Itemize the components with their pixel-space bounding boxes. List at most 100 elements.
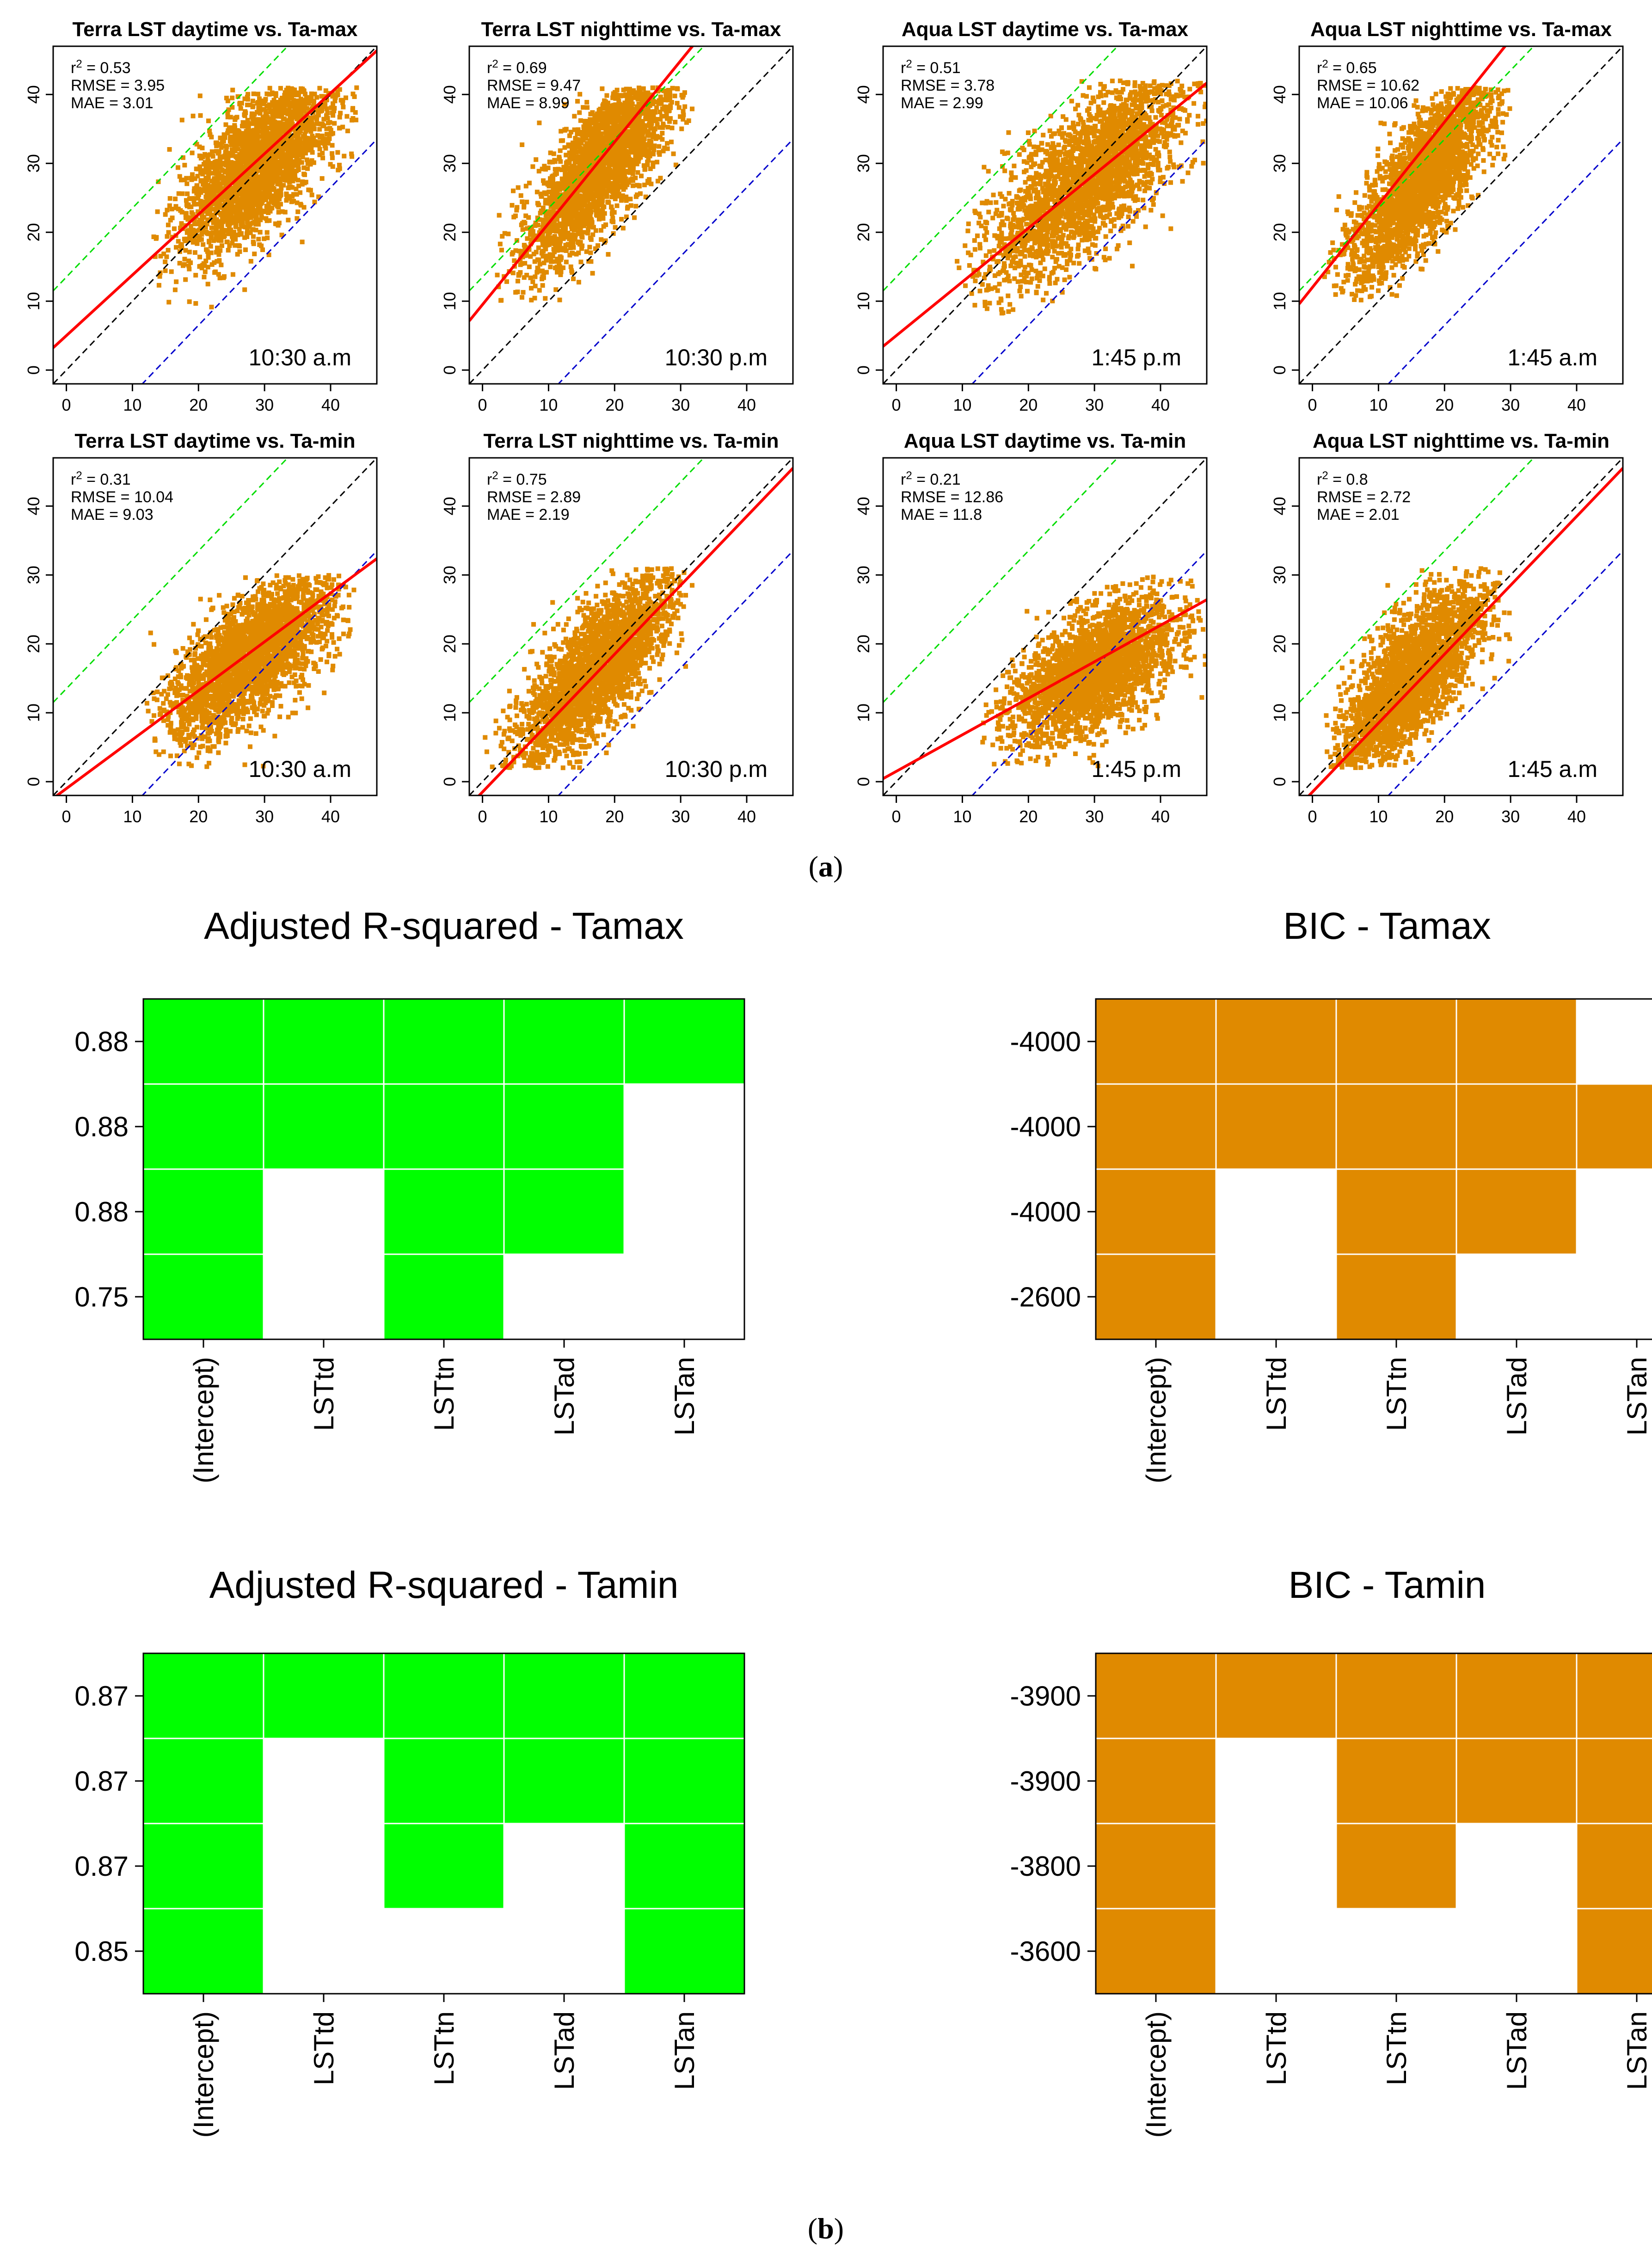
data-point — [540, 233, 545, 238]
data-point — [578, 149, 583, 154]
data-point — [559, 176, 565, 181]
data-point — [252, 128, 257, 133]
data-point — [587, 245, 592, 250]
data-point — [275, 180, 280, 185]
data-point — [602, 167, 607, 173]
data-point — [615, 116, 620, 121]
data-point — [552, 249, 557, 254]
data-point — [606, 252, 611, 257]
data-point — [233, 206, 239, 211]
data-point — [256, 237, 261, 242]
data-point — [243, 247, 248, 253]
data-point — [651, 99, 656, 104]
data-point — [245, 117, 250, 123]
data-point — [303, 151, 308, 156]
data-point — [286, 175, 291, 180]
data-point — [231, 209, 236, 214]
data-point — [569, 202, 574, 207]
data-point — [288, 112, 293, 117]
data-point — [218, 142, 223, 148]
data-point — [262, 107, 267, 112]
data-point — [602, 157, 607, 162]
data-point — [541, 217, 547, 222]
data-point — [214, 205, 219, 210]
x-tick-label: 30 — [255, 395, 274, 414]
data-point — [588, 206, 593, 211]
data-point — [538, 210, 543, 216]
data-point — [305, 136, 310, 141]
data-point — [216, 272, 221, 277]
data-point — [593, 208, 598, 213]
data-point — [238, 106, 243, 111]
data-point — [215, 189, 220, 194]
data-point — [233, 199, 238, 204]
data-point — [228, 228, 233, 233]
data-point — [234, 193, 240, 198]
data-point — [200, 146, 205, 151]
data-point — [638, 88, 643, 93]
data-point — [272, 105, 277, 110]
data-point — [248, 259, 253, 264]
data-point — [621, 141, 626, 146]
data-point — [195, 202, 200, 207]
data-point — [203, 259, 209, 264]
data-point — [675, 86, 680, 92]
data-point — [519, 295, 524, 300]
data-point — [536, 203, 541, 208]
data-point — [236, 218, 241, 223]
data-point — [195, 184, 200, 189]
data-point — [617, 149, 622, 154]
data-point — [230, 125, 235, 130]
data-point — [573, 227, 578, 232]
y-tick-label: 40 — [24, 85, 43, 104]
data-point — [291, 111, 296, 117]
data-point — [551, 221, 556, 226]
data-point — [237, 249, 242, 254]
data-point — [275, 114, 280, 119]
data-point — [239, 148, 244, 154]
data-point — [226, 174, 231, 179]
one-to-one-line — [469, 46, 793, 384]
data-point — [574, 209, 579, 214]
data-point — [676, 105, 682, 110]
data-point — [605, 173, 610, 178]
data-point — [239, 224, 244, 229]
data-point — [596, 216, 602, 222]
data-point — [194, 222, 199, 227]
data-point — [257, 145, 262, 150]
data-point — [570, 140, 575, 145]
data-point — [187, 232, 192, 237]
data-point — [208, 152, 213, 157]
data-point — [151, 234, 156, 240]
data-point — [324, 126, 329, 131]
data-point — [308, 129, 313, 134]
data-point — [565, 180, 571, 185]
data-point — [569, 236, 574, 241]
data-point — [240, 169, 246, 174]
data-point — [566, 217, 571, 222]
data-point — [593, 153, 598, 158]
data-point — [629, 122, 634, 127]
data-point — [655, 160, 660, 165]
data-point — [629, 98, 634, 103]
data-point — [668, 116, 673, 121]
data-point — [520, 142, 525, 147]
data-point — [569, 219, 574, 224]
data-point — [285, 121, 290, 126]
data-point — [289, 178, 294, 183]
data-point — [241, 212, 246, 217]
data-point — [549, 174, 554, 179]
data-point — [525, 226, 530, 231]
data-point — [532, 259, 537, 264]
data-point — [298, 105, 303, 110]
data-point — [247, 121, 252, 126]
data-point — [320, 123, 325, 128]
data-point — [219, 243, 224, 248]
data-point — [655, 122, 660, 127]
data-point — [636, 140, 641, 145]
data-point — [569, 129, 574, 135]
data-point — [232, 123, 237, 128]
data-point — [512, 258, 517, 263]
data-point — [502, 231, 507, 236]
data-point — [586, 156, 591, 161]
